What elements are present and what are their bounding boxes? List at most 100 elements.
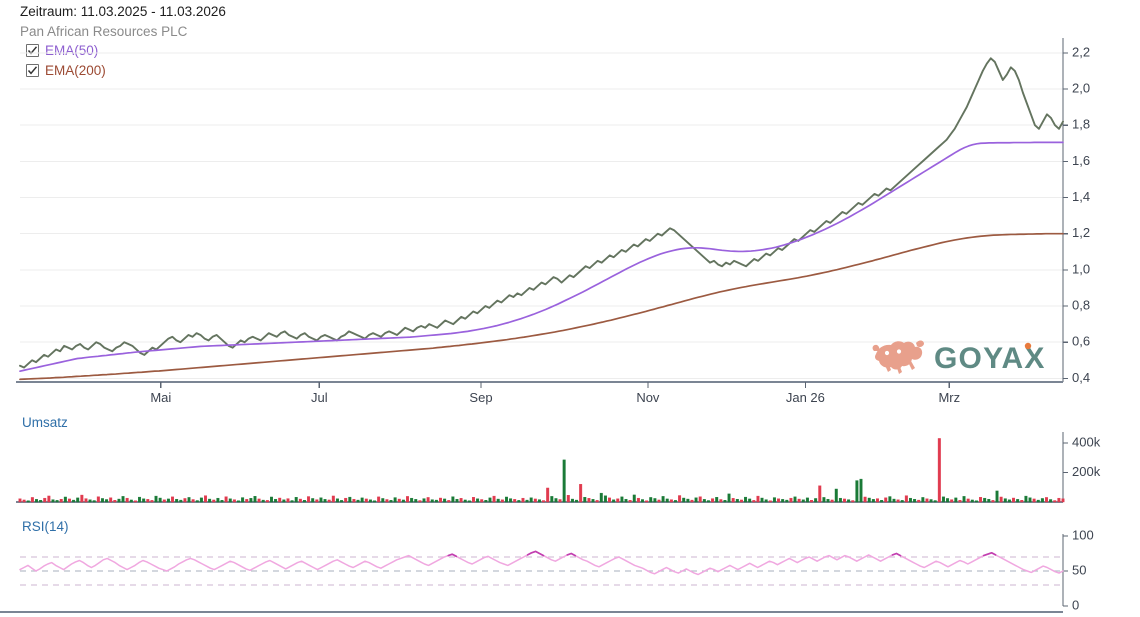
volume-bar — [245, 499, 249, 503]
volume-bar — [278, 497, 282, 503]
volume-bar — [377, 496, 381, 503]
volume-bar — [921, 497, 925, 503]
volume-bar — [96, 496, 100, 503]
volume-bar — [59, 498, 63, 503]
volume-bar — [368, 499, 372, 503]
volume-bar — [257, 498, 261, 503]
volume-bar — [360, 497, 364, 503]
volume-bar — [797, 498, 801, 503]
volume-bar — [1053, 500, 1057, 503]
volume-bar — [777, 498, 781, 503]
x-axis-tick-label: Jul — [311, 390, 328, 405]
volume-bar — [764, 499, 768, 503]
volume-bar — [785, 499, 789, 503]
volume-bar — [1012, 497, 1016, 503]
volume-bar — [834, 488, 838, 503]
legend-item-ema-50[interactable]: EMA(50) — [26, 44, 98, 57]
volume-bar — [488, 497, 492, 503]
volume-bar — [496, 498, 500, 503]
volume-bar — [752, 500, 756, 503]
volume-bar — [208, 498, 212, 503]
series-rsi-14-overbought — [982, 551, 997, 557]
volume-bar — [587, 498, 591, 503]
volume-bar — [43, 497, 47, 503]
volume-panel: 200k 400k — [16, 432, 1101, 503]
volume-bar — [356, 499, 360, 503]
volume-bar — [595, 500, 599, 503]
volume-bar — [422, 498, 426, 503]
volume-bar — [616, 498, 620, 503]
volume-bar — [476, 498, 480, 503]
volume-bar — [591, 499, 595, 503]
volume-bar — [88, 499, 92, 503]
volume-bar — [204, 495, 207, 503]
price-axis-tick-label: 1,0 — [1072, 261, 1090, 276]
volume-bar — [187, 497, 191, 503]
volume-bar — [253, 496, 257, 503]
volume-bar — [504, 496, 508, 503]
volume-bar — [566, 494, 570, 503]
volume-bar — [525, 499, 529, 503]
volume-bar — [290, 500, 294, 503]
volume-bar — [529, 497, 533, 503]
volume-bar — [414, 499, 418, 503]
volume-bar — [480, 499, 484, 503]
volume-bar — [793, 496, 797, 503]
volume-bar — [810, 500, 813, 503]
volume-bar — [373, 500, 377, 503]
volume-bar — [624, 498, 628, 503]
volume-bar — [995, 490, 999, 503]
volume-bar — [364, 498, 368, 503]
volume-bar — [847, 499, 851, 503]
volume-bar — [632, 494, 636, 503]
volume-bar — [249, 498, 253, 503]
volume-bar — [509, 498, 513, 503]
volume-bar — [941, 496, 945, 503]
legend-item-ema-200[interactable]: EMA(200) — [26, 64, 106, 77]
volume-bar — [467, 500, 471, 503]
volume-bar — [286, 498, 290, 503]
volume-bar — [158, 497, 162, 503]
volume-bar — [537, 499, 541, 503]
volume-bar — [439, 497, 442, 503]
volume-bar — [274, 498, 278, 503]
volume-bar — [455, 498, 459, 503]
volume-bar — [216, 497, 220, 503]
volume-bar — [678, 495, 682, 503]
volume-bar — [472, 497, 475, 503]
checkbox-ema-50[interactable] — [26, 44, 39, 57]
volume-bar — [30, 497, 34, 503]
series-rsi-14-overbought — [891, 552, 902, 557]
goyax-watermark-logo: GOYAX — [872, 340, 1044, 375]
checkbox-ema-200[interactable] — [26, 64, 39, 77]
volume-bar — [735, 498, 739, 503]
date-range-label: Zeitraum: 11.03.2025 - 11.03.2026 — [20, 4, 226, 19]
volume-bar — [814, 498, 818, 503]
volume-bar — [987, 498, 991, 503]
volume-bar — [888, 496, 892, 503]
volume-bar — [954, 497, 958, 503]
volume-bar — [175, 498, 179, 503]
volume-bar — [76, 497, 80, 503]
volume-bar — [558, 499, 562, 503]
volume-bar — [690, 499, 694, 503]
volume-bar — [867, 497, 871, 503]
volume-bar — [298, 498, 302, 503]
volume-bar — [908, 497, 912, 503]
volume-bar — [418, 500, 422, 503]
volume-bar — [513, 499, 517, 503]
volume-bar — [18, 498, 22, 503]
volume-bar — [451, 496, 455, 503]
volume-bar — [719, 499, 723, 503]
volume-bar — [1036, 499, 1040, 503]
volume-bar — [744, 496, 748, 503]
volume-bar — [694, 497, 698, 503]
volume-bar — [612, 499, 616, 503]
volume-bar — [933, 500, 937, 503]
volume-bar — [105, 499, 109, 503]
volume-bar — [430, 499, 434, 503]
volume-bar — [307, 496, 311, 503]
volume-bar — [917, 499, 921, 503]
volume-bar — [228, 498, 232, 503]
